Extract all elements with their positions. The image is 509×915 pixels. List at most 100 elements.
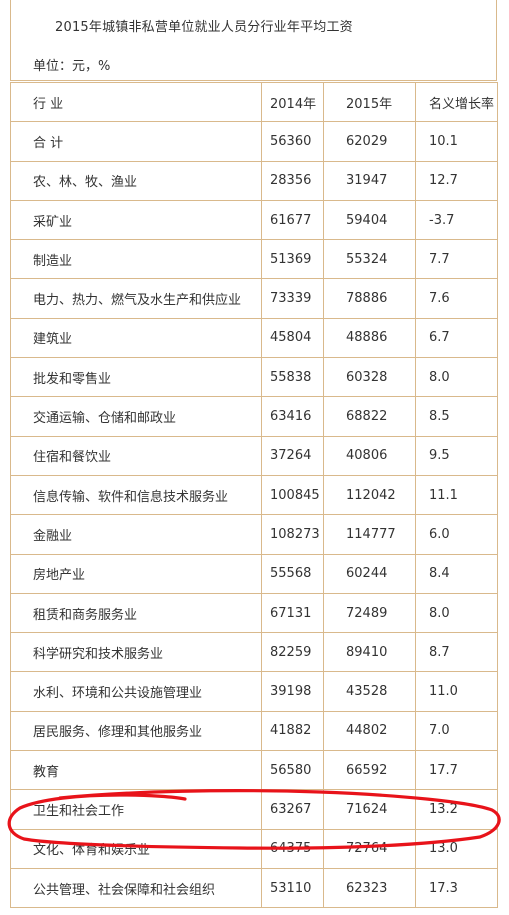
cell-wage-2014: 37264 <box>261 435 324 476</box>
cell-growth-rate: 6.0 <box>415 514 498 555</box>
cell-wage-2014: 53110 <box>261 867 324 909</box>
cell-growth-rate: 17.3 <box>415 867 498 909</box>
cell-industry: 建筑业 <box>10 317 262 359</box>
cell-wage-2014: 55838 <box>261 357 324 398</box>
cell-industry: 卫生和社会工作 <box>10 789 262 830</box>
cell-industry: 教育 <box>10 750 262 791</box>
cell-growth-rate: 7.7 <box>415 239 498 280</box>
table-row-14: 水利、环境和公共设施管理业 39198 43528 11.0 <box>10 671 498 712</box>
cell-wage-2015: 68822 <box>323 396 416 437</box>
cell-wage-2014: 63267 <box>261 789 324 830</box>
cell-growth-rate: 17.7 <box>415 750 498 791</box>
table-row-10: 金融业 108273 114777 6.0 <box>10 514 498 555</box>
cell-wage-2015: 44802 <box>323 710 416 752</box>
cell-growth-rate: 10.1 <box>415 121 498 162</box>
cell-industry: 科学研究和技术服务业 <box>10 632 262 673</box>
cell-industry: 农、林、牧、渔业 <box>10 160 262 201</box>
cell-growth-rate: 11.0 <box>415 671 498 712</box>
cell-wage-2014: 73339 <box>261 278 324 319</box>
table-row-2: 采矿业 61677 59404 -3.7 <box>10 199 498 241</box>
cell-wage-2015: 66592 <box>323 750 416 791</box>
cell-growth-rate: -3.7 <box>415 199 498 241</box>
table-row-3: 制造业 51369 55324 7.7 <box>10 239 498 280</box>
cell-wage-2014: 45804 <box>261 317 324 359</box>
table-row-8: 住宿和餐饮业 37264 40806 9.5 <box>10 435 498 476</box>
table-caption: 2015年城镇非私营单位就业人员分行业年平均工资 单位：元，% <box>10 0 497 81</box>
table-row-15: 居民服务、修理和其他服务业 41882 44802 7.0 <box>10 710 498 752</box>
cell-wage-2014: 55568 <box>261 553 324 594</box>
cell-wage-2015: 72764 <box>323 828 416 869</box>
table-row-17: 卫生和社会工作 63267 71624 13.2 <box>10 789 498 830</box>
table-header-row: 行 业 2014年 2015年 名义增长率 <box>10 81 498 123</box>
table-row-16: 教育 56580 66592 17.7 <box>10 750 498 791</box>
cell-industry: 文化、体育和娱乐业 <box>10 828 262 869</box>
cell-growth-rate: 6.7 <box>415 317 498 359</box>
cell-industry: 水利、环境和公共设施管理业 <box>10 671 262 712</box>
cell-industry: 合 计 <box>10 121 262 162</box>
cell-growth-rate: 11.1 <box>415 474 498 516</box>
cell-wage-2014: 108273 <box>261 514 324 555</box>
cell-wage-2015: 60244 <box>323 553 416 594</box>
cell-growth-rate: 8.7 <box>415 632 498 673</box>
cell-wage-2015: 112042 <box>323 474 416 516</box>
cell-wage-2015: 40806 <box>323 435 416 476</box>
cell-growth-rate: 8.4 <box>415 553 498 594</box>
table-row-13: 科学研究和技术服务业 82259 89410 8.7 <box>10 632 498 673</box>
cell-wage-2015: 71624 <box>323 789 416 830</box>
table-row-12: 租赁和商务服务业 67131 72489 8.0 <box>10 592 498 634</box>
wage-table: 行 业 2014年 2015年 名义增长率合 计 56360 62029 10.1 农、林、牧… <box>10 81 498 909</box>
table-row-0: 合 计 56360 62029 10.1 <box>10 121 498 162</box>
cell-growth-rate: 8.0 <box>415 592 498 634</box>
cell-wage-2014: 64375 <box>261 828 324 869</box>
cell-industry: 交通运输、仓储和邮政业 <box>10 396 262 437</box>
cell-wage-2015: 72489 <box>323 592 416 634</box>
cell-wage-2015: 78886 <box>323 278 416 319</box>
cell-growth-rate: 8.0 <box>415 357 498 398</box>
cell-wage-2015: 114777 <box>323 514 416 555</box>
cell-industry: 金融业 <box>10 514 262 555</box>
cell-industry: 电力、热力、燃气及水生产和供应业 <box>10 278 262 319</box>
cell-wage-2014: 56360 <box>261 121 324 162</box>
cell-industry: 采矿业 <box>10 199 262 241</box>
cell-growth-rate: 13.0 <box>415 828 498 869</box>
cell-wage-2014: 41882 <box>261 710 324 752</box>
cell-wage-2014: 28356 <box>261 160 324 201</box>
cell-industry: 公共管理、社会保障和社会组织 <box>10 867 262 909</box>
cell-wage-2014: 51369 <box>261 239 324 280</box>
header-2014: 2014年 <box>261 81 324 123</box>
cell-wage-2014: 100845 <box>261 474 324 516</box>
cell-wage-2015: 60328 <box>323 357 416 398</box>
cell-wage-2015: 89410 <box>323 632 416 673</box>
table-row-5: 建筑业 45804 48886 6.7 <box>10 317 498 359</box>
cell-wage-2014: 56580 <box>261 750 324 791</box>
table-row-6: 批发和零售业 55838 60328 8.0 <box>10 357 498 398</box>
cell-industry: 居民服务、修理和其他服务业 <box>10 710 262 752</box>
table-row-9: 信息传输、软件和信息技术服务业 100845 112042 11.1 <box>10 474 498 516</box>
cell-industry: 住宿和餐饮业 <box>10 435 262 476</box>
table-row-7: 交通运输、仓储和邮政业 63416 68822 8.5 <box>10 396 498 437</box>
cell-wage-2015: 59404 <box>323 199 416 241</box>
cell-wage-2015: 55324 <box>323 239 416 280</box>
cell-wage-2015: 62323 <box>323 867 416 909</box>
table-row-4: 电力、热力、燃气及水生产和供应业 73339 78886 7.6 <box>10 278 498 319</box>
header-growth-rate: 名义增长率 <box>415 81 498 123</box>
cell-wage-2014: 82259 <box>261 632 324 673</box>
cell-wage-2014: 39198 <box>261 671 324 712</box>
table-row-11: 房地产业 55568 60244 8.4 <box>10 553 498 594</box>
cell-wage-2015: 31947 <box>323 160 416 201</box>
cell-wage-2014: 63416 <box>261 396 324 437</box>
cell-wage-2015: 43528 <box>323 671 416 712</box>
cell-industry: 信息传输、软件和信息技术服务业 <box>10 474 262 516</box>
table-row-1: 农、林、牧、渔业 28356 31947 12.7 <box>10 160 498 201</box>
cell-growth-rate: 7.6 <box>415 278 498 319</box>
cell-wage-2014: 61677 <box>261 199 324 241</box>
table-title: 2015年城镇非私营单位就业人员分行业年平均工资 <box>55 20 353 35</box>
cell-growth-rate: 12.7 <box>415 160 498 201</box>
cell-industry: 房地产业 <box>10 553 262 594</box>
cell-wage-2015: 48886 <box>323 317 416 359</box>
unit-label: 单位：元，% <box>33 59 111 74</box>
cell-growth-rate: 7.0 <box>415 710 498 752</box>
header-industry: 行 业 <box>10 81 262 123</box>
header-2015: 2015年 <box>323 81 416 123</box>
